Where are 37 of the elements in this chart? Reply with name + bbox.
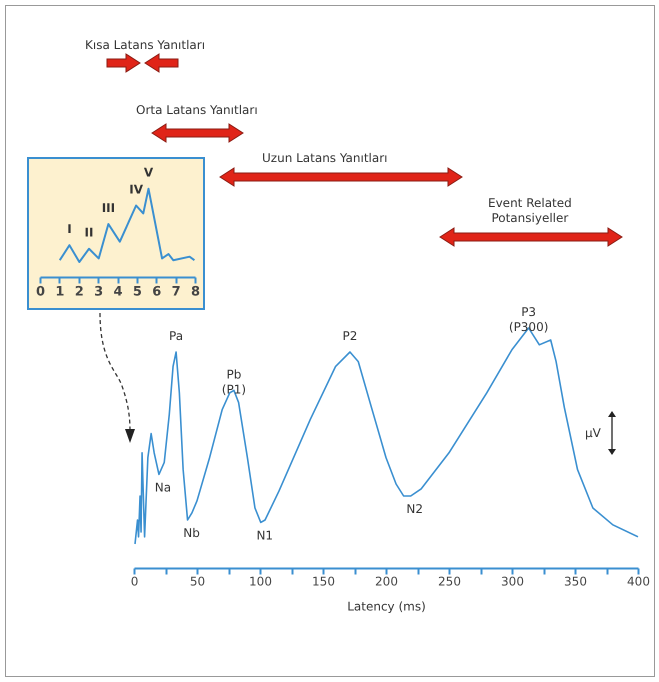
- annotation: III: [102, 201, 116, 216]
- x-tick-label: 300: [501, 574, 524, 588]
- x-tick-label: 5: [132, 284, 142, 300]
- x-tick-label: 200: [375, 574, 398, 588]
- text: Kısa Latans Yanıtları: [85, 38, 206, 53]
- annotation: P2: [342, 329, 358, 343]
- x-tick-label: 1: [55, 284, 64, 300]
- x-axis-title: Latency (ms): [347, 600, 426, 614]
- x-tick-label: 8: [190, 284, 200, 300]
- x-tick-label: 100: [249, 574, 272, 588]
- x-tick-label: 50: [190, 574, 206, 588]
- x-tick-label: 400: [627, 574, 650, 588]
- annotation: I: [67, 222, 72, 236]
- text: Orta Latans Yanıtları: [136, 103, 258, 118]
- annotation: N2: [406, 502, 424, 516]
- x-tick-label: 7: [172, 284, 181, 300]
- annotation: V: [144, 166, 154, 180]
- annotation: N1: [256, 528, 274, 542]
- annotation: P3 (P300): [508, 305, 548, 334]
- annotation: µV: [585, 426, 601, 441]
- x-tick-label: 0: [130, 574, 138, 588]
- annotation: Pa: [169, 329, 184, 343]
- x-tick-label: 6: [152, 284, 162, 300]
- x-tick-label: 150: [312, 574, 335, 588]
- annotation: Nb: [183, 526, 200, 540]
- annotation: IV: [129, 182, 144, 196]
- x-tick-label: 3: [94, 284, 104, 300]
- annotation: Na: [154, 480, 172, 494]
- x-tick-label: 2: [74, 284, 84, 300]
- x-tick-label: 4: [113, 284, 123, 300]
- annotation: II: [84, 226, 94, 240]
- x-tick-label: 350: [564, 574, 587, 588]
- text: Uzun Latans Yanıtları: [262, 151, 388, 166]
- x-tick-label: 0: [36, 284, 46, 300]
- x-tick-label: 250: [438, 574, 461, 588]
- text: Event Related Potansiyeller: [488, 196, 572, 226]
- annotation: Pb (P1): [222, 367, 246, 396]
